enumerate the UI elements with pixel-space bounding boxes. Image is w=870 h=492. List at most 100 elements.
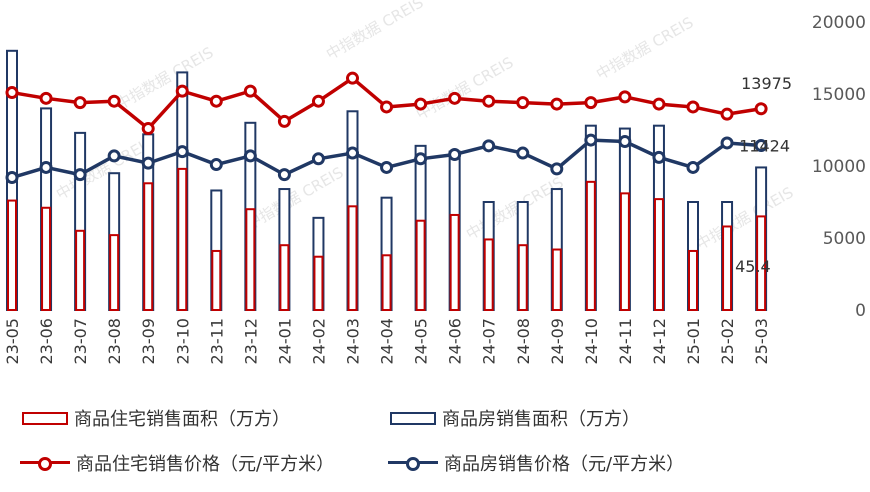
series-point-navy: [482, 139, 496, 153]
series-point-navy: [754, 138, 768, 152]
bar-house-area: [75, 229, 86, 311]
bar-house-area: [245, 208, 256, 311]
legend-label: 商品房销售价格（元/平方米）: [444, 454, 685, 475]
series-point-navy: [73, 168, 87, 182]
x-tick-label: 23-08: [105, 318, 124, 365]
x-tick-label: 23-10: [173, 318, 192, 365]
x-tick-label: 24-07: [480, 318, 499, 365]
lines-layer: [5, 71, 768, 185]
y-tick-label: 10000: [812, 157, 866, 177]
x-tick-label: 24-01: [275, 318, 294, 365]
series-point-navy: [380, 160, 394, 174]
x-tick-label: 24-04: [378, 318, 397, 365]
x-tick-label: 23-11: [207, 318, 226, 365]
data-label-area: 45.4: [735, 257, 771, 276]
series-point-red: [380, 100, 394, 114]
series-point-red: [414, 97, 428, 111]
series-point-navy: [686, 160, 700, 174]
bar-house-area: [177, 167, 188, 311]
series-point-navy: [277, 168, 291, 182]
series-point-navy: [175, 145, 189, 159]
series-point-red: [5, 86, 19, 100]
legend-item-house-price: 商品住宅销售价格（元/平方米）: [20, 450, 334, 476]
series-point-navy: [516, 146, 530, 160]
series-point-navy: [584, 133, 598, 147]
data-label-all-price: 11424: [739, 136, 790, 155]
watermark-mark: 中指数据 CREIS: [113, 43, 216, 113]
bar-house-area: [722, 225, 733, 311]
x-tick-label: 24-08: [514, 318, 533, 365]
series-point-navy: [141, 156, 155, 170]
series-point-red: [243, 84, 257, 98]
series-point-navy: [107, 149, 121, 163]
y-tick-label: 5000: [823, 229, 866, 249]
bar-house-area: [517, 244, 528, 311]
legend-label: 商品住宅销售价格（元/平方米）: [76, 454, 335, 475]
x-tick-label: 24-11: [616, 318, 635, 365]
series-point-red: [209, 94, 223, 108]
series-point-red: [311, 94, 325, 108]
bar-house-area: [415, 219, 426, 311]
legend-item-house-area: 商品住宅销售面积（万方）: [22, 405, 290, 431]
legend-item-all-area: 商品房销售面积（万方）: [390, 405, 640, 431]
legend-swatch-bar-navy: [390, 411, 436, 425]
bar-house-area: [483, 238, 494, 311]
series-point-red: [652, 97, 666, 111]
series-point-red: [584, 96, 598, 110]
x-tick-label: 24-05: [412, 318, 431, 365]
series-point-red: [448, 91, 462, 105]
watermark-mark: 中指数据 CREIS: [323, 0, 426, 63]
y-tick-label: 20000: [812, 13, 866, 33]
series-point-red: [482, 94, 496, 108]
series-point-red: [346, 71, 359, 85]
bar-house-area: [551, 248, 562, 312]
series-point-red: [754, 102, 768, 116]
series-point-red: [720, 107, 734, 121]
x-tick-label: 24-03: [344, 318, 363, 365]
legend-item-all-price: 商品房销售价格（元/平方米）: [388, 450, 684, 476]
legend: 商品住宅销售面积（万方） 商品房销售面积（万方） 商品住宅销售价格（元/平方米）…: [0, 395, 870, 492]
bar-house-area: [653, 198, 664, 311]
x-tick-label: 23-06: [37, 318, 56, 365]
bar-house-area: [585, 180, 596, 311]
watermark-mark: 中指数据 CREIS: [413, 53, 516, 123]
x-tick-label: 24-06: [446, 318, 465, 365]
series-point-navy: [720, 136, 734, 150]
x-tick-label: 24-10: [582, 318, 601, 365]
x-tick-label: 24-02: [309, 318, 328, 365]
series-point-navy: [39, 160, 53, 174]
series-point-red: [107, 94, 121, 108]
x-tick-label: 23-07: [71, 318, 90, 365]
series-point-red: [516, 96, 530, 110]
series-point-red: [175, 84, 189, 98]
legend-label: 商品房销售面积（万方）: [442, 409, 640, 430]
series-point-navy: [209, 158, 223, 172]
series-point-navy: [550, 162, 564, 176]
data-labels: 13975 11424 45.4: [735, 74, 792, 276]
x-tick-label: 23-12: [241, 318, 260, 365]
legend-swatch-bar-red: [22, 411, 68, 425]
series-point-navy: [311, 152, 325, 166]
series-point-navy: [652, 150, 666, 164]
bar-house-area: [619, 192, 630, 311]
data-label-house-price: 13975: [741, 74, 792, 93]
x-tick-label: 23-05: [3, 318, 22, 365]
bar-house-area: [279, 244, 290, 311]
watermark-mark: 中指数据 CREIS: [693, 183, 796, 253]
series-point-red: [550, 97, 564, 111]
series-point-red: [686, 100, 700, 114]
series-point-red: [73, 96, 87, 110]
y-axis-ticks: 0 5000 10000 15000 20000: [812, 13, 866, 321]
legend-label: 商品住宅销售面积（万方）: [74, 409, 290, 430]
x-tick-label: 23-09: [139, 318, 158, 365]
watermark-mark: 中指数据 CREIS: [593, 13, 696, 83]
bar-house-area: [143, 182, 154, 311]
legend-swatch-line-red: [20, 456, 70, 471]
series-point-red: [618, 90, 632, 104]
x-tick-label: 24-09: [548, 318, 567, 365]
watermark-mark: 中指数据 CREIS: [53, 133, 156, 203]
watermark-mark: 中指数据 CREIS: [243, 163, 346, 233]
series-point-navy: [5, 171, 19, 185]
x-tick-label: 25-02: [718, 318, 737, 365]
